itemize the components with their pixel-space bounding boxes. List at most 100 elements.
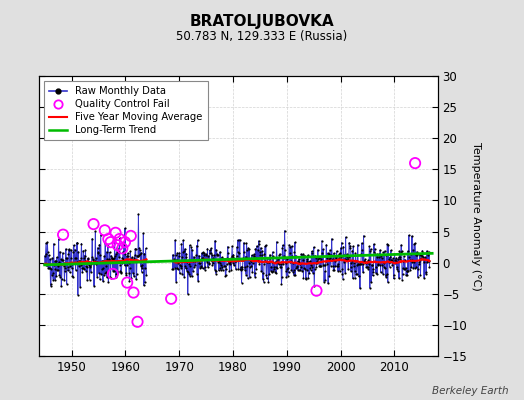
Point [389,255,397,262]
Point [113,249,121,256]
Point [64,246,73,252]
Point [311,260,320,267]
Point [367,262,376,268]
Point [86,263,95,270]
Point [205,260,213,267]
Point [76,284,84,290]
Point [310,244,318,250]
Point [319,246,328,253]
Point [137,249,145,256]
Point [271,268,279,275]
Point [422,248,431,254]
Point [408,233,416,239]
Point [275,260,283,267]
Point [258,251,266,258]
Point [204,253,213,259]
Point [310,283,319,289]
Point [177,263,185,269]
Point [227,253,236,260]
Point [312,264,321,271]
Point [365,243,374,250]
Point [391,258,400,264]
Point [112,230,120,236]
Point [354,242,362,248]
Point [278,273,286,280]
Point [289,260,297,266]
Point [310,266,319,272]
Point [209,255,217,261]
Point [258,276,267,282]
Point [296,261,304,267]
Point [290,272,298,278]
Point [353,271,361,278]
Point [300,253,308,259]
Point [201,264,210,270]
Point [121,251,129,258]
Point [358,261,367,267]
Point [252,266,260,272]
Point [208,258,216,264]
Point [105,249,114,256]
Point [323,255,331,261]
Point [379,249,387,256]
Point [178,271,187,277]
Point [194,278,202,284]
Point [337,254,345,260]
Point [407,257,416,264]
Point [406,267,414,273]
Point [49,241,58,247]
Point [68,261,76,268]
Point [282,256,291,262]
Point [217,254,226,260]
Point [412,264,420,270]
Point [100,272,108,278]
Point [62,281,71,287]
Point [102,249,111,255]
Point [99,258,107,264]
Point [315,263,324,270]
Point [124,253,132,259]
Point [264,258,272,265]
Point [414,266,422,272]
Point [255,261,264,267]
Point [116,262,124,268]
Point [239,240,248,246]
Point [417,254,425,261]
Point [410,264,419,271]
Point [391,256,399,263]
Point [188,272,196,279]
Point [130,254,138,261]
Point [211,268,220,275]
Point [125,278,134,284]
Point [102,263,111,269]
Point [225,268,234,275]
Point [397,248,405,255]
Point [425,263,434,270]
Point [320,262,328,269]
Point [345,254,353,260]
Point [115,236,124,242]
Point [243,263,252,269]
Point [351,268,359,275]
Point [96,252,104,258]
Point [225,258,233,265]
Point [191,262,200,268]
Point [64,267,72,274]
Point [301,252,309,259]
Point [171,252,180,258]
Point [292,263,301,270]
Point [230,262,238,269]
Point [281,247,289,254]
Point [423,252,432,258]
Point [46,283,54,289]
Point [389,275,398,282]
Point [204,264,212,270]
Point [365,261,373,267]
Point [400,266,409,272]
Point [87,261,95,267]
Point [224,250,232,256]
Point [378,255,387,261]
Point [298,268,307,274]
Point [239,255,247,261]
Point [61,268,69,274]
